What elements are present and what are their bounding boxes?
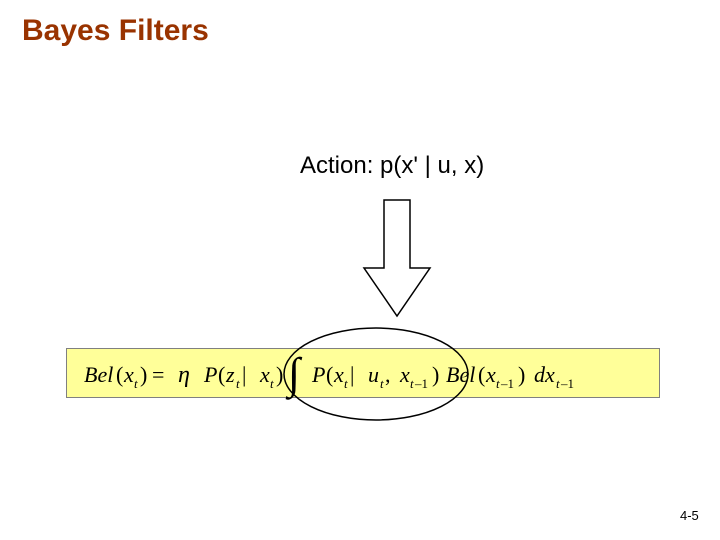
down-arrow-icon: [362, 198, 432, 318]
slide-title: Bayes Filters: [22, 14, 209, 48]
action-model-label: Action: p(x' | u, x): [300, 152, 484, 180]
ellipse-highlight-icon: [0, 0, 720, 540]
slide: Bayes Filters Action: p(x' | u, x) Bel (…: [0, 0, 720, 540]
bayes-filter-formula-box: [66, 348, 660, 398]
page-number: 4-5: [680, 508, 699, 523]
